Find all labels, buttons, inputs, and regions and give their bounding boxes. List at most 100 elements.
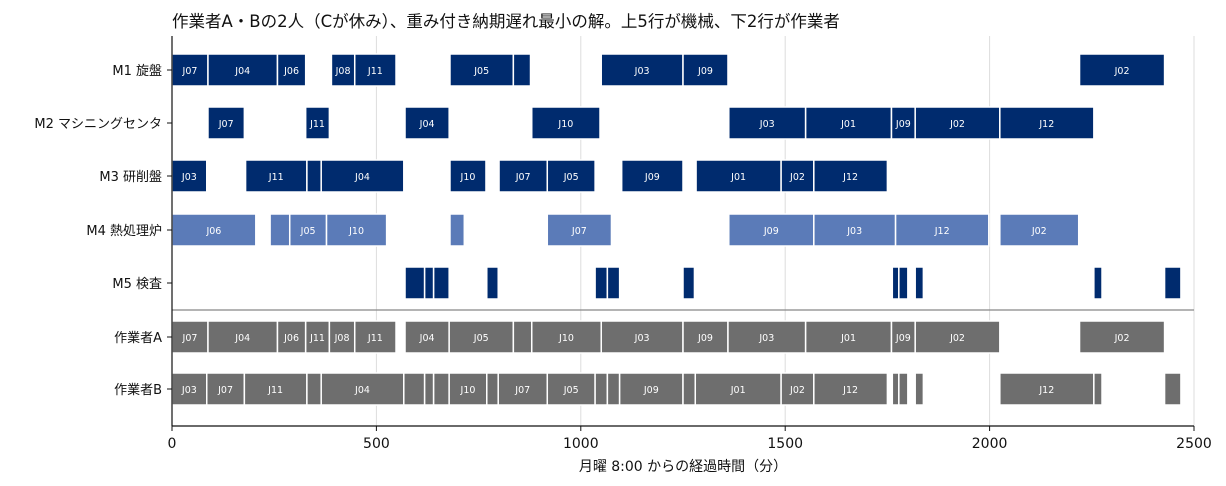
task-label-row6-12: J09 xyxy=(697,333,713,344)
task-bar-row7-10 xyxy=(486,372,499,406)
task-label-row6-8: J05 xyxy=(473,333,489,344)
task-bar-row3-9 xyxy=(695,159,782,193)
task-label-row2-6: J01 xyxy=(840,119,856,130)
task-label-row2-9: J12 xyxy=(1038,119,1054,130)
task-bar-row2-8 xyxy=(914,106,1001,140)
task-bar-row7-7 xyxy=(423,372,435,406)
task-bar-row5-9 xyxy=(898,266,909,300)
task-bar-row6-13 xyxy=(727,320,807,354)
x-tick-label-0: 0 xyxy=(168,436,177,452)
task-bar-row7-24 xyxy=(1093,372,1103,406)
task-bar-row5-7 xyxy=(682,266,696,300)
task-bar-row7-17 xyxy=(694,372,782,406)
task-bar-row3-2 xyxy=(244,159,308,193)
task-bar-row3-1 xyxy=(171,159,208,193)
task-label-row6-10: J10 xyxy=(558,333,574,344)
task-bar-row2-3 xyxy=(404,106,450,140)
task-label-row6-2: J04 xyxy=(234,333,250,344)
task-bar-row5-4 xyxy=(486,266,499,300)
task-bar-row7-23 xyxy=(999,372,1095,406)
task-bar-row6-17 xyxy=(1078,320,1166,354)
task-label-row6-17: J02 xyxy=(1114,333,1130,344)
task-label-row1-1: J07 xyxy=(182,66,198,77)
task-bar-row5-5 xyxy=(594,266,609,300)
task-bar-row6-8 xyxy=(448,320,515,354)
task-label-row2-2: J11 xyxy=(309,119,325,130)
task-bar-row7-13 xyxy=(594,372,609,406)
task-bar-row7-2 xyxy=(205,372,246,406)
task-bar-row4-3 xyxy=(288,213,328,247)
task-bar-row3-6 xyxy=(498,159,549,193)
task-bar-row7-4 xyxy=(306,372,322,406)
task-label-row7-12: J05 xyxy=(563,385,579,396)
task-label-row3-2: J11 xyxy=(268,172,284,183)
task-label-row4-6: J07 xyxy=(571,226,587,237)
task-label-row2-7: J09 xyxy=(895,119,911,130)
task-label-row4-9: J12 xyxy=(934,226,950,237)
x-axis-label: 月曜 8:00 からの経過時間（分） xyxy=(579,459,787,475)
chart-title: 作業者A・Bの2人（Cが休み）、重み付き納期遅れ最小の解。上5行が機械、下2行が… xyxy=(172,12,840,31)
x-tick-label-1: 500 xyxy=(363,436,390,452)
task-bar-row1-7 xyxy=(512,53,532,87)
task-bar-row1-3 xyxy=(276,53,307,87)
task-bar-row3-4 xyxy=(320,159,405,193)
task-bar-row7-19 xyxy=(813,372,889,406)
task-bar-row7-21 xyxy=(898,372,909,406)
task-label-row4-1: J06 xyxy=(205,226,221,237)
task-bar-row4-9 xyxy=(894,213,990,247)
task-bar-row5-11 xyxy=(1093,266,1103,300)
task-label-row2-4: J10 xyxy=(557,119,573,130)
task-bar-row6-12 xyxy=(682,320,729,354)
task-bar-row5-3 xyxy=(432,266,450,300)
task-bar-row2-5 xyxy=(728,106,807,140)
task-bar-row7-3 xyxy=(243,372,308,406)
task-bar-row7-20 xyxy=(891,372,900,406)
task-label-row6-16: J02 xyxy=(949,333,965,344)
task-label-row2-8: J02 xyxy=(949,119,965,130)
task-bar-row7-16 xyxy=(682,372,697,406)
task-bar-row7-14 xyxy=(606,372,621,406)
row-label-1: M1 旋盤 xyxy=(112,64,162,79)
task-label-row3-11: J12 xyxy=(842,172,858,183)
row-label-7: 作業者B xyxy=(114,382,162,398)
task-bar-row1-2 xyxy=(207,53,279,87)
task-label-row6-4: J11 xyxy=(309,333,325,344)
task-bar-row7-25 xyxy=(1163,372,1182,406)
task-label-row7-18: J02 xyxy=(789,385,805,396)
task-label-row3-6: J07 xyxy=(515,172,531,183)
task-bar-row5-1 xyxy=(404,266,426,300)
row-label-3: M3 研削盤 xyxy=(99,170,162,185)
task-bar-row7-8 xyxy=(432,372,450,406)
task-bars: J07 J04 J06 J08 J11 J05 J03 J09 J02 J07 J11 J04 J10 J… xyxy=(171,53,1182,406)
task-bar-row3-3 xyxy=(306,159,322,193)
task-bar-row5-6 xyxy=(606,266,621,300)
task-bar-row1-9 xyxy=(682,53,729,87)
task-bar-row1-5 xyxy=(353,53,397,87)
task-bar-row2-9 xyxy=(999,106,1095,140)
task-bar-row2-2 xyxy=(304,106,331,140)
x-tick-label-3: 1500 xyxy=(767,436,803,452)
task-label-row3-8: J09 xyxy=(644,172,660,183)
task-label-row6-3: J06 xyxy=(283,333,299,344)
task-label-row1-8: J03 xyxy=(634,66,650,77)
task-bar-row6-2 xyxy=(207,320,279,354)
task-bar-row4-10 xyxy=(999,213,1080,247)
task-bar-row4-7 xyxy=(728,213,815,247)
task-bar-row3-10 xyxy=(780,159,815,193)
task-bar-row4-1 xyxy=(171,213,257,247)
task-bar-row7-9 xyxy=(448,372,488,406)
task-bar-row7-12 xyxy=(546,372,596,406)
task-bar-row6-14 xyxy=(804,320,893,354)
task-bar-row5-10 xyxy=(914,266,925,300)
task-bar-row5-12 xyxy=(1163,266,1182,300)
task-label-row3-10: J02 xyxy=(789,172,805,183)
task-bar-row3-8 xyxy=(620,159,684,193)
task-label-row7-2: J07 xyxy=(217,385,233,396)
task-bar-row4-5 xyxy=(449,213,466,247)
row-label-6: 作業者A xyxy=(114,330,162,346)
task-bar-row1-10 xyxy=(1078,53,1166,87)
task-label-row1-3: J06 xyxy=(283,66,299,77)
task-label-row7-1: J03 xyxy=(181,385,197,396)
task-label-row6-7: J04 xyxy=(419,333,435,344)
